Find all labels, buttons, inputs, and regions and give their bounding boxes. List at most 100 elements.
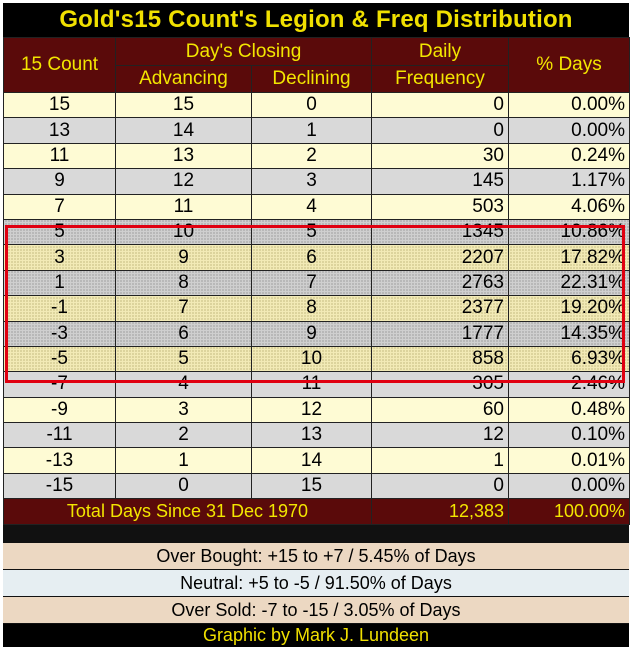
- table-row: 13 14 1 0 0.00%: [3, 117, 630, 144]
- cell-advancing: 4: [115, 371, 252, 398]
- cell-frequency: 2377: [371, 295, 509, 322]
- table-row: 9 12 3 145 1.17%: [3, 168, 630, 195]
- cell-advancing: 14: [115, 117, 252, 144]
- total-frequency: 12,383: [371, 498, 509, 526]
- cell-count: -13: [3, 447, 116, 474]
- cell-declining: 1: [251, 117, 372, 144]
- cell-pct: 0.10%: [508, 422, 630, 449]
- cell-count: -3: [3, 320, 116, 347]
- table-row-highlighted: 3 9 6 2207 17.82%: [3, 244, 630, 271]
- cell-declining: 13: [251, 422, 372, 449]
- table-row: -13 1 14 1 0.01%: [3, 447, 630, 474]
- cell-advancing: 11: [115, 193, 252, 220]
- table-row: 7 11 4 503 4.06%: [3, 193, 630, 220]
- header-daily: Daily: [371, 37, 509, 66]
- page-title: Gold's15 Count's Legion & Freq Distribut…: [3, 3, 629, 37]
- cell-advancing: 0: [115, 472, 252, 500]
- cell-pct: 4.06%: [508, 193, 630, 220]
- cell-pct: 2.46%: [508, 371, 630, 398]
- cell-count: -5: [3, 345, 116, 373]
- cell-pct: 22.31%: [508, 269, 630, 297]
- cell-pct: 10.86%: [508, 218, 630, 246]
- cell-pct: 0.24%: [508, 142, 630, 170]
- cell-frequency: 2207: [371, 244, 509, 271]
- cell-pct: 14.35%: [508, 320, 630, 347]
- cell-advancing: 9: [115, 244, 252, 271]
- cell-declining: 15: [251, 472, 372, 500]
- cell-count: 5: [3, 218, 116, 246]
- cell-frequency: 1777: [371, 320, 509, 347]
- cell-declining: 4: [251, 193, 372, 220]
- cell-count: -15: [3, 472, 116, 500]
- cell-declining: 14: [251, 447, 372, 474]
- cell-frequency: 1: [371, 447, 509, 474]
- header-15-count: 15 Count: [3, 37, 116, 93]
- cell-declining: 2: [251, 142, 372, 170]
- cell-count: 9: [3, 168, 116, 195]
- cell-advancing: 15: [115, 91, 252, 119]
- cell-count: 13: [3, 117, 116, 144]
- header-frequency: Frequency: [371, 65, 509, 93]
- cell-advancing: 7: [115, 295, 252, 322]
- cell-pct: 0.00%: [508, 472, 630, 500]
- cell-declining: 8: [251, 295, 372, 322]
- table-row: -15 0 15 0 0.00%: [3, 472, 630, 500]
- cell-declining: 12: [251, 396, 372, 424]
- oversold-band: Over Sold: -7 to -15 / 3.05% of Days: [3, 597, 629, 623]
- cell-frequency: 305: [371, 371, 509, 398]
- cell-frequency: 1345: [371, 218, 509, 246]
- cell-pct: 19.20%: [508, 295, 630, 322]
- cell-advancing: 8: [115, 269, 252, 297]
- cell-count: 1: [3, 269, 116, 297]
- cell-advancing: 3: [115, 396, 252, 424]
- cell-pct: 0.48%: [508, 396, 630, 424]
- cell-advancing: 6: [115, 320, 252, 347]
- cell-declining: 3: [251, 168, 372, 195]
- cell-frequency: 12: [371, 422, 509, 449]
- cell-count: -11: [3, 422, 116, 449]
- cell-declining: 5: [251, 218, 372, 246]
- table-row-highlighted: -1 7 8 2377 19.20%: [3, 295, 630, 322]
- cell-advancing: 5: [115, 345, 252, 373]
- table-row: -7 4 11 305 2.46%: [3, 371, 630, 398]
- cell-frequency: 2763: [371, 269, 509, 297]
- cell-advancing: 12: [115, 168, 252, 195]
- table-row-highlighted: 5 10 5 1345 10.86%: [3, 218, 630, 246]
- cell-advancing: 13: [115, 142, 252, 170]
- cell-declining: 7: [251, 269, 372, 297]
- header-pct-days: % Days: [508, 37, 630, 93]
- table-row: 15 15 0 0 0.00%: [3, 91, 630, 119]
- table-row: -11 2 13 12 0.10%: [3, 422, 630, 449]
- total-row: Total Days Since 31 Dec 1970 12,383 100.…: [3, 498, 630, 526]
- table-row-highlighted: 1 8 7 2763 22.31%: [3, 269, 630, 297]
- header-advancing: Advancing: [115, 65, 252, 93]
- cell-count: -1: [3, 295, 116, 322]
- cell-pct: 0.00%: [508, 91, 630, 119]
- overbought-band: Over Bought: +15 to +7 / 5.45% of Days: [3, 543, 629, 569]
- cell-count: 7: [3, 193, 116, 220]
- cell-frequency: 145: [371, 168, 509, 195]
- cell-declining: 9: [251, 320, 372, 347]
- credit-line: Graphic by Mark J. Lundeen: [3, 624, 629, 647]
- cell-declining: 10: [251, 345, 372, 373]
- total-label: Total Days Since 31 Dec 1970: [3, 498, 372, 526]
- cell-count: 11: [3, 142, 116, 170]
- cell-pct: 6.93%: [508, 345, 630, 373]
- cell-count: -7: [3, 371, 116, 398]
- cell-frequency: 60: [371, 396, 509, 424]
- table-row-highlighted: -3 6 9 1777 14.35%: [3, 320, 630, 347]
- cell-advancing: 10: [115, 218, 252, 246]
- header-declining: Declining: [251, 65, 372, 93]
- cell-declining: 11: [251, 371, 372, 398]
- cell-advancing: 1: [115, 447, 252, 474]
- table-row: -9 3 12 60 0.48%: [3, 396, 630, 424]
- header-days-closing: Day's Closing: [115, 37, 372, 66]
- cell-pct: 17.82%: [508, 244, 630, 271]
- total-pct: 100.00%: [508, 498, 630, 526]
- distribution-graphic: Gold's15 Count's Legion & Freq Distribut…: [3, 3, 630, 647]
- cell-frequency: 0: [371, 472, 509, 500]
- table-row-highlighted: -5 5 10 858 6.93%: [3, 345, 630, 373]
- cell-pct: 1.17%: [508, 168, 630, 195]
- cell-count: 15: [3, 91, 116, 119]
- cell-count: -9: [3, 396, 116, 424]
